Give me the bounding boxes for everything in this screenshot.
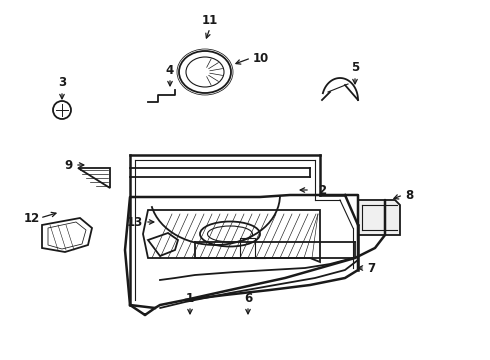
Text: 5: 5 xyxy=(351,60,359,73)
Text: 4: 4 xyxy=(166,63,174,77)
Text: 12: 12 xyxy=(24,212,40,225)
Text: 1: 1 xyxy=(186,292,194,305)
Text: 10: 10 xyxy=(253,51,269,64)
Text: 3: 3 xyxy=(58,76,66,89)
Polygon shape xyxy=(358,200,400,235)
Text: 7: 7 xyxy=(367,261,375,275)
Text: 6: 6 xyxy=(244,292,252,305)
Ellipse shape xyxy=(200,221,260,247)
Text: 13: 13 xyxy=(127,216,143,229)
Text: 8: 8 xyxy=(405,189,413,202)
Text: 9: 9 xyxy=(64,158,72,171)
Text: 11: 11 xyxy=(202,14,218,27)
Text: 2: 2 xyxy=(318,184,326,197)
